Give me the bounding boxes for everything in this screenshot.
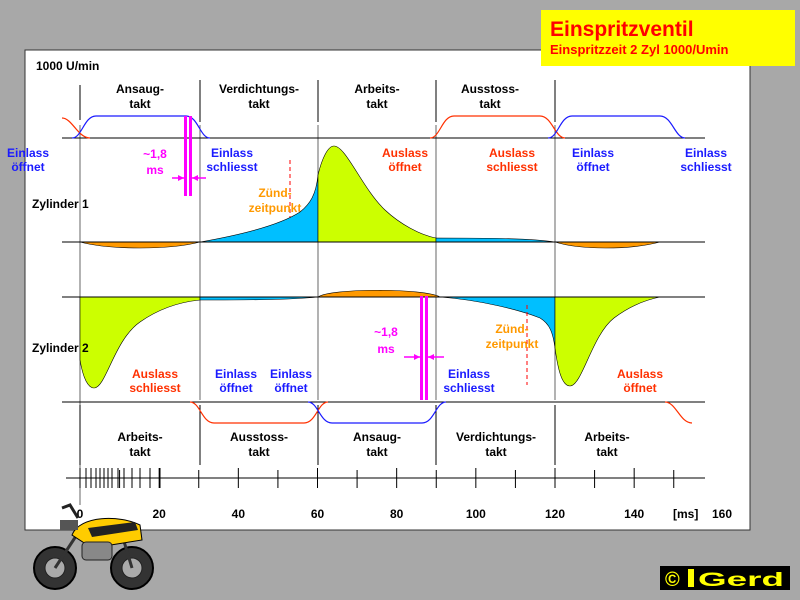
cyl2-pressure-curve <box>62 289 705 389</box>
suction-area <box>554 241 661 249</box>
power-area <box>554 296 661 387</box>
valve-event-label: Auslass <box>132 367 178 381</box>
axis-tick-label: 80 <box>390 507 404 521</box>
stroke-label: Ausstoss- <box>461 82 519 96</box>
stroke-label: Arbeits- <box>117 430 162 444</box>
valve-event-label: Einlass <box>685 146 727 160</box>
ignition-label: zeitpunkt <box>249 201 302 215</box>
valve-event-label: Einlass <box>211 146 253 160</box>
stroke-label: takt <box>596 445 617 459</box>
suction-area <box>79 241 201 249</box>
stroke-label: Arbeits- <box>354 82 399 96</box>
diagram-panel <box>24 49 751 531</box>
cyl1-exhaust-curve <box>61 117 91 139</box>
cyl2-intake-curve <box>307 401 447 424</box>
axis-tick-label: 100 <box>466 507 486 521</box>
injection-duration-label: ~1,8 <box>374 325 398 339</box>
stroke-label: takt <box>129 445 150 459</box>
copyright-badge: © Gerd <box>660 566 790 591</box>
title-box: Einspritzventil Einspritzzeit 2 Zyl 1000… <box>541 10 795 66</box>
cyl2-injection-pulse: ~1,8 ms <box>374 296 444 400</box>
ignition-label: zeitpunkt <box>486 337 539 351</box>
stroke-label: takt <box>129 97 150 111</box>
title-sub: Einspritzzeit 2 Zyl 1000/Umin <box>550 42 729 57</box>
time-axis: 0 20 40 60 80 100 120 140 160 [ms] <box>66 468 732 521</box>
injection-duration-label: ms <box>377 342 395 356</box>
axis-tick-label: 140 <box>624 507 644 521</box>
cyl1-injection-pulse: ~1,8 ms <box>143 116 206 196</box>
cyl2-exhaust-curve <box>664 401 693 424</box>
stroke-label: Ansaug- <box>353 430 401 444</box>
axis-tick-label: 60 <box>311 507 325 521</box>
valve-event-label: Einlass <box>448 367 490 381</box>
cyl1-intake-curve <box>71 115 211 139</box>
axis-tick-label: 0 <box>77 507 84 521</box>
stroke-label: takt <box>248 97 269 111</box>
stroke-label: takt <box>366 97 387 111</box>
power-area <box>79 296 201 389</box>
stroke-label: takt <box>479 97 500 111</box>
valve-event-label: Einlass <box>270 367 312 381</box>
valve-event-label: Auslass <box>489 146 535 160</box>
valve-event-label: öffnet <box>388 160 421 174</box>
stroke-label: takt <box>248 445 269 459</box>
valve-event-label: öffnet <box>219 381 252 395</box>
axis-tick-label: 40 <box>232 507 246 521</box>
axis-tick-label: 160 <box>712 507 732 521</box>
stroke-label: Arbeits- <box>584 430 629 444</box>
injection-duration-label: ms <box>146 163 164 177</box>
valve-event-label: schliesst <box>206 160 257 174</box>
valve-event-label: schliesst <box>486 160 537 174</box>
axis-unit: [ms] <box>673 507 698 521</box>
stroke-label: Verdichtungs- <box>456 430 536 444</box>
valve-event-label: öffnet <box>576 160 609 174</box>
valve-event-label: Einlass <box>215 367 257 381</box>
exhaust-area <box>435 237 556 243</box>
compression-area <box>199 174 319 243</box>
cyl1-exhaust-curve <box>429 115 566 139</box>
cyl1-valve-curves <box>61 115 705 139</box>
stroke-label: Ausstoss- <box>230 430 288 444</box>
power-area <box>317 145 437 243</box>
stroke-label: Verdichtungs- <box>219 82 299 96</box>
valve-event-label: Einlass <box>7 146 49 160</box>
copyright-symbol: © <box>665 569 680 591</box>
stroke-label: Ansaug- <box>116 82 164 96</box>
compression-area <box>439 296 556 349</box>
suction-area <box>317 289 442 298</box>
valve-event-label: Auslass <box>382 146 428 160</box>
cyl2-valve-events: Auslass schliesst Einlass öffnet Einlass… <box>129 367 663 395</box>
title-main: Einspritzventil <box>550 18 694 41</box>
valve-event-label: schliesst <box>443 381 494 395</box>
cyl2-valve-curves <box>62 401 705 424</box>
cyl1-pressure-curve <box>62 145 705 249</box>
valve-event-label: öffnet <box>274 381 307 395</box>
rpm-label: 1000 U/min <box>36 59 99 73</box>
ignition-label: Zünd- <box>258 186 291 200</box>
cyl1-valve-events: Einlass öffnet Einlass schliesst Auslass… <box>7 146 732 174</box>
copyright-name: Gerd <box>698 570 784 591</box>
ignition-label: Zünd- <box>495 322 528 336</box>
axis-tick-label: 120 <box>545 507 565 521</box>
cyl2-exhaust-curve <box>189 401 329 424</box>
injection-duration-label: ~1,8 <box>143 147 167 161</box>
valve-event-label: öffnet <box>11 160 44 174</box>
cyl2-name: Zylinder 2 <box>32 341 89 355</box>
cyl1-name: Zylinder 1 <box>32 197 89 211</box>
valve-event-label: schliesst <box>680 160 731 174</box>
cyl2-stroke-labels: Arbeits- takt Ausstoss- takt Ansaug- tak… <box>117 430 629 459</box>
valve-event-label: schliesst <box>129 381 180 395</box>
axis-tick-label: 20 <box>152 507 166 521</box>
cyl1-stroke-labels: Ansaug- takt Verdichtungs- takt Arbeits-… <box>116 82 519 111</box>
valve-event-label: Auslass <box>617 367 663 381</box>
stroke-label: takt <box>485 445 506 459</box>
valve-event-label: Einlass <box>572 146 614 160</box>
cyl1-intake-curve <box>547 115 686 139</box>
valve-event-label: öffnet <box>623 381 656 395</box>
motorcycle-illustration <box>33 503 154 590</box>
stroke-label: takt <box>366 445 387 459</box>
